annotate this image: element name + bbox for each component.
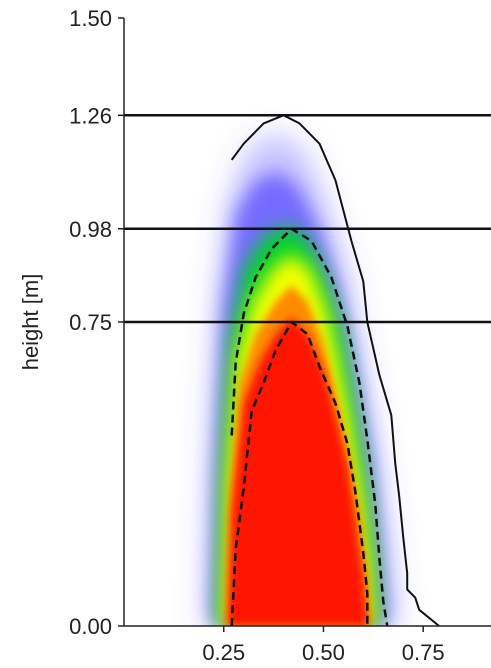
y-axis-label: height [m] — [18, 274, 43, 371]
y-tick-label: 1.50 — [69, 6, 112, 31]
dashed-contour — [230, 320, 369, 627]
x-tick-label: 0.25 — [202, 640, 245, 665]
dashed-contour — [230, 227, 389, 627]
heat-band-red — [227, 317, 368, 626]
y-tick-label: 0.00 — [69, 614, 112, 639]
y-axis-ticks: 0.00 0.75 0.98 1.26 1.50 — [69, 6, 124, 639]
x-axis-ticks: 0.25 0.50 0.75 — [202, 626, 445, 665]
heatmap-layer — [203, 131, 400, 626]
y-tick-label: 1.26 — [69, 103, 112, 128]
x-tick-label: 0.75 — [402, 640, 445, 665]
contour-lines — [230, 114, 440, 627]
y-tick-label: 0.98 — [69, 217, 112, 242]
solid-contour — [230, 114, 440, 627]
x-tick-label: 0.50 — [302, 640, 345, 665]
reference-lines — [124, 114, 491, 324]
y-tick-label: 0.75 — [69, 310, 112, 335]
